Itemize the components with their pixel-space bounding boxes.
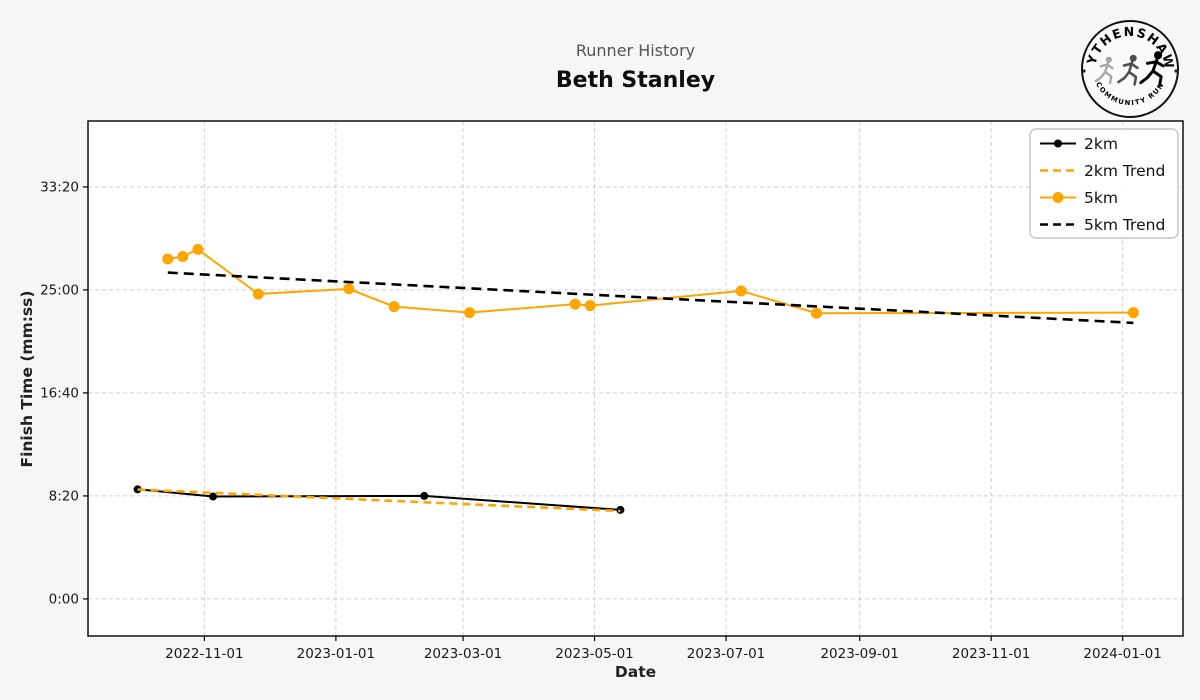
runner-icon-front — [1139, 51, 1165, 87]
legend — [1029, 128, 1179, 239]
data-point-5km — [584, 300, 596, 312]
club-logo: WYTHENSHAWE COMMUNITY RUN — [1068, 8, 1179, 118]
data-point-5km — [252, 288, 264, 300]
x-tick-label: 2023-09-01 — [820, 646, 898, 662]
runner-icon-back — [1094, 56, 1114, 85]
series-line-5km-trend — [167, 271, 1134, 325]
legend-marker-5km — [1052, 192, 1064, 203]
y-tick-label: 8:20 — [49, 488, 79, 504]
y-tick-label: 33:20 — [40, 179, 79, 195]
data-point-5km — [343, 283, 355, 295]
data-point-5km — [569, 298, 581, 310]
legend-label-5km-trend: 5km Trend — [1084, 216, 1165, 234]
legend-label-5km: 5km — [1084, 189, 1118, 207]
logo-left-dot — [1082, 69, 1086, 73]
data-point-2km — [133, 485, 142, 494]
x-tick-label: 2022-11-01 — [165, 646, 243, 662]
legend-label-2km-trend: 2km Trend — [1084, 162, 1165, 180]
runner-icon-middle — [1117, 54, 1139, 86]
legend-label-2km: 2km — [1084, 135, 1118, 153]
logo-right-dot — [1174, 69, 1178, 73]
runner-icons — [1094, 51, 1165, 87]
x-tick-label: 2023-11-01 — [952, 646, 1030, 662]
chart-subtitle: Runner History — [575, 41, 696, 60]
x-tick-label: 2023-07-01 — [687, 646, 765, 662]
runner-name-title: Beth Stanley — [555, 68, 716, 93]
plot-frame — [87, 120, 1184, 637]
y-axis-label: Finish Time (mm:ss) — [18, 290, 36, 468]
plot-area — [88, 121, 1183, 636]
x-tick-label: 2024-01-01 — [1083, 646, 1161, 662]
series-line-2km — [137, 488, 621, 511]
data-point-2km — [420, 491, 429, 500]
x-tick-label: 2023-05-01 — [555, 646, 633, 662]
data-point-5km — [735, 285, 747, 297]
data-point-5km — [811, 307, 823, 319]
y-tick-label: 0:00 — [49, 591, 79, 607]
x-axis-label: Date — [614, 663, 657, 681]
data-point-5km — [177, 251, 189, 263]
data-point-5km — [464, 307, 476, 319]
y-tick-label: 25:00 — [40, 282, 79, 298]
x-tick-label: 2023-03-01 — [424, 646, 502, 662]
data-point-5km — [1127, 307, 1139, 319]
legend-marker-2km — [1054, 139, 1062, 148]
data-point-2km — [209, 492, 218, 501]
x-tick-label: 2023-01-01 — [297, 646, 375, 662]
series-line-2km-trend — [137, 488, 621, 513]
data-point-5km — [192, 243, 204, 255]
y-tick-label: 16:40 — [40, 385, 79, 401]
data-point-5km — [162, 253, 174, 265]
data-point-5km — [388, 301, 400, 313]
